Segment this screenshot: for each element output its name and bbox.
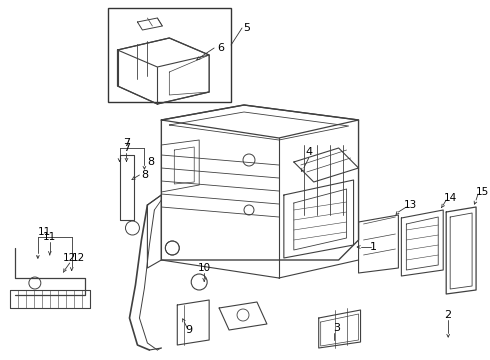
Text: 11: 11 (38, 227, 51, 237)
Text: 7: 7 (123, 143, 130, 153)
Text: 12: 12 (72, 253, 85, 263)
Text: 11: 11 (43, 232, 56, 242)
Text: 13: 13 (404, 200, 417, 210)
Text: 8: 8 (147, 157, 154, 167)
Text: 12: 12 (63, 253, 76, 263)
Text: 1: 1 (370, 242, 377, 252)
Text: 6: 6 (218, 43, 224, 53)
Text: 10: 10 (197, 263, 211, 273)
Text: 8: 8 (141, 170, 148, 180)
Text: 3: 3 (333, 323, 340, 333)
Bar (108, 8, 231, 102)
Text: 5: 5 (244, 23, 250, 33)
Text: 2: 2 (444, 310, 452, 320)
Text: 7: 7 (123, 138, 130, 148)
Text: 4: 4 (305, 147, 312, 157)
Text: 9: 9 (186, 325, 193, 335)
Text: 15: 15 (475, 187, 489, 197)
Text: 14: 14 (443, 193, 457, 203)
